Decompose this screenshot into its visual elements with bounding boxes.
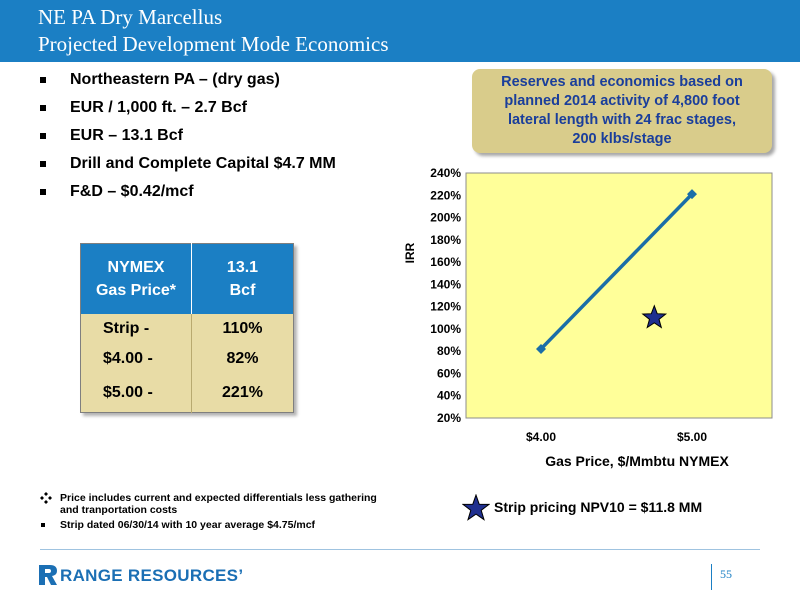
irr-chart: 20% 40% 60% 80% 100% 120% 140% 160% 180% 200% 220%… [403,166,773,469]
data-point-marker [536,343,546,354]
bullet-list: Northeastern PA – (dry gas) EUR / 1,000 … [40,66,336,206]
bullet-item: Northeastern PA – (dry gas) [40,66,336,94]
bullet-item: F&D – $0.42/mcf [40,178,336,206]
x-axis-label: Gas Price, $/Mmbtu NYMEX [545,453,729,469]
y-tick-label: 40% [437,389,461,403]
callout-line: planned 2014 activity of 4,800 foot [504,93,740,109]
strip-npv-note: Strip pricing NPV10 = $11.8 MM [494,499,703,515]
assumptions-callout: Reserves and economics based on planned … [472,69,772,153]
plot-area [465,172,773,419]
bullet-text: Drill and Complete Capital $4.7 MM [70,155,336,172]
footer-divider [40,549,760,550]
footnote: Strip dated 06/30/14 with 10 year averag… [40,519,440,531]
callout-line: lateral length with 24 frac stages, [507,112,737,128]
data-point-marker [687,189,697,200]
square-bullet-icon [40,189,46,195]
bullet-item: EUR / 1,000 ft. – 2.7 Bcf [40,94,336,122]
slide-title-line1: NE PA Dry Marcellus [38,5,223,29]
page-number: 55 [720,567,732,581]
square-bullet-icon [40,133,46,139]
callout-line: Reserves and economics based on [501,74,743,90]
y-tick-label: 120% [430,300,461,314]
page-number-divider [711,564,712,590]
header-bcf: 13.1 Bcf [191,243,294,314]
x-tick-label: $5.00 [677,430,707,444]
y-tick-label: 220% [430,188,461,202]
y-tick-label: 240% [430,166,461,180]
y-tick-label: 20% [437,411,461,425]
series-group [536,189,697,354]
y-tick-label: 160% [430,255,461,269]
header-gas-price: NYMEX Gas Price* [80,243,192,314]
y-tick-label: 140% [430,277,461,291]
bullet-text: EUR / 1,000 ft. – 2.7 Bcf [70,99,247,116]
bullet-item: EUR – 13.1 Bcf [40,122,336,150]
irr-price-table: NYMEX Gas Price* 13.1 Bcf Strip - 110% $… [80,243,294,413]
range-resources-logo-icon [39,565,57,585]
footnote: Price includes current and expected diff… [40,492,440,516]
logo-mark: ’ [238,566,244,585]
header-text: Bcf [229,282,256,299]
row-label: Strip - [80,314,192,344]
logo-wordmark: RANGE RESOURCES [60,566,239,585]
bullet-text: Northeastern PA – (dry gas) [70,71,280,88]
row-label: $5.00 - [80,374,192,413]
y-tick-label: 200% [430,211,461,225]
header-text: Gas Price* [95,282,177,299]
y-axis-ticks: 20% 40% 60% 80% 100% 120% 140% 160% 180% 200% 220%… [430,166,461,425]
table-row: $5.00 - 221% [80,374,294,413]
star-icon [462,494,490,521]
x-tick-label: $4.00 [526,430,556,444]
bullet-text: F&D – $0.42/mcf [70,183,194,200]
y-tick-label: 60% [437,366,461,380]
footnote-text: Strip dated 06/30/14 with 10 year averag… [60,519,316,531]
bullet-text: EUR – 13.1 Bcf [70,127,183,144]
row-value: 110% [191,314,294,344]
strip-point-star [641,304,668,329]
callout-line: 200 klbs/stage [572,131,672,147]
square-bullet-icon [40,161,46,167]
callout-text: Reserves and economics based on planned … [472,73,772,149]
x-axis-ticks: $4.00 $5.00 [526,430,707,444]
footnote-text: and tranportation costs [60,504,178,516]
header-text: NYMEX [107,259,165,276]
table-row: $4.00 - 82% [80,344,294,374]
footnote-text: Price includes current and expected diff… [60,492,377,504]
square-bullet-icon [41,523,45,527]
header-text: 13.1 [226,259,259,276]
diamond-cluster-icon [40,492,52,504]
slide-title-line2: Projected Development Mode Economics [38,32,389,56]
y-tick-label: 100% [430,322,461,336]
footnotes: Price includes current and expected diff… [40,492,440,534]
table-row: Strip - 110% [80,314,294,344]
y-axis-label: IRR [403,242,417,263]
company-logo-text: RANGE RESOURCES’ [60,566,243,586]
table-header-row: NYMEX Gas Price* 13.1 Bcf [80,243,294,314]
row-value: 221% [191,374,294,413]
y-tick-label: 180% [430,233,461,247]
title-bar: NE PA Dry Marcellus Projected Developmen… [0,0,800,62]
series-line [539,192,694,351]
square-bullet-icon [40,77,46,83]
row-value: 82% [191,344,294,374]
row-label: $4.00 - [80,344,192,374]
bullet-item: Drill and Complete Capital $4.7 MM [40,150,336,178]
square-bullet-icon [40,105,46,111]
y-tick-label: 80% [437,344,461,358]
